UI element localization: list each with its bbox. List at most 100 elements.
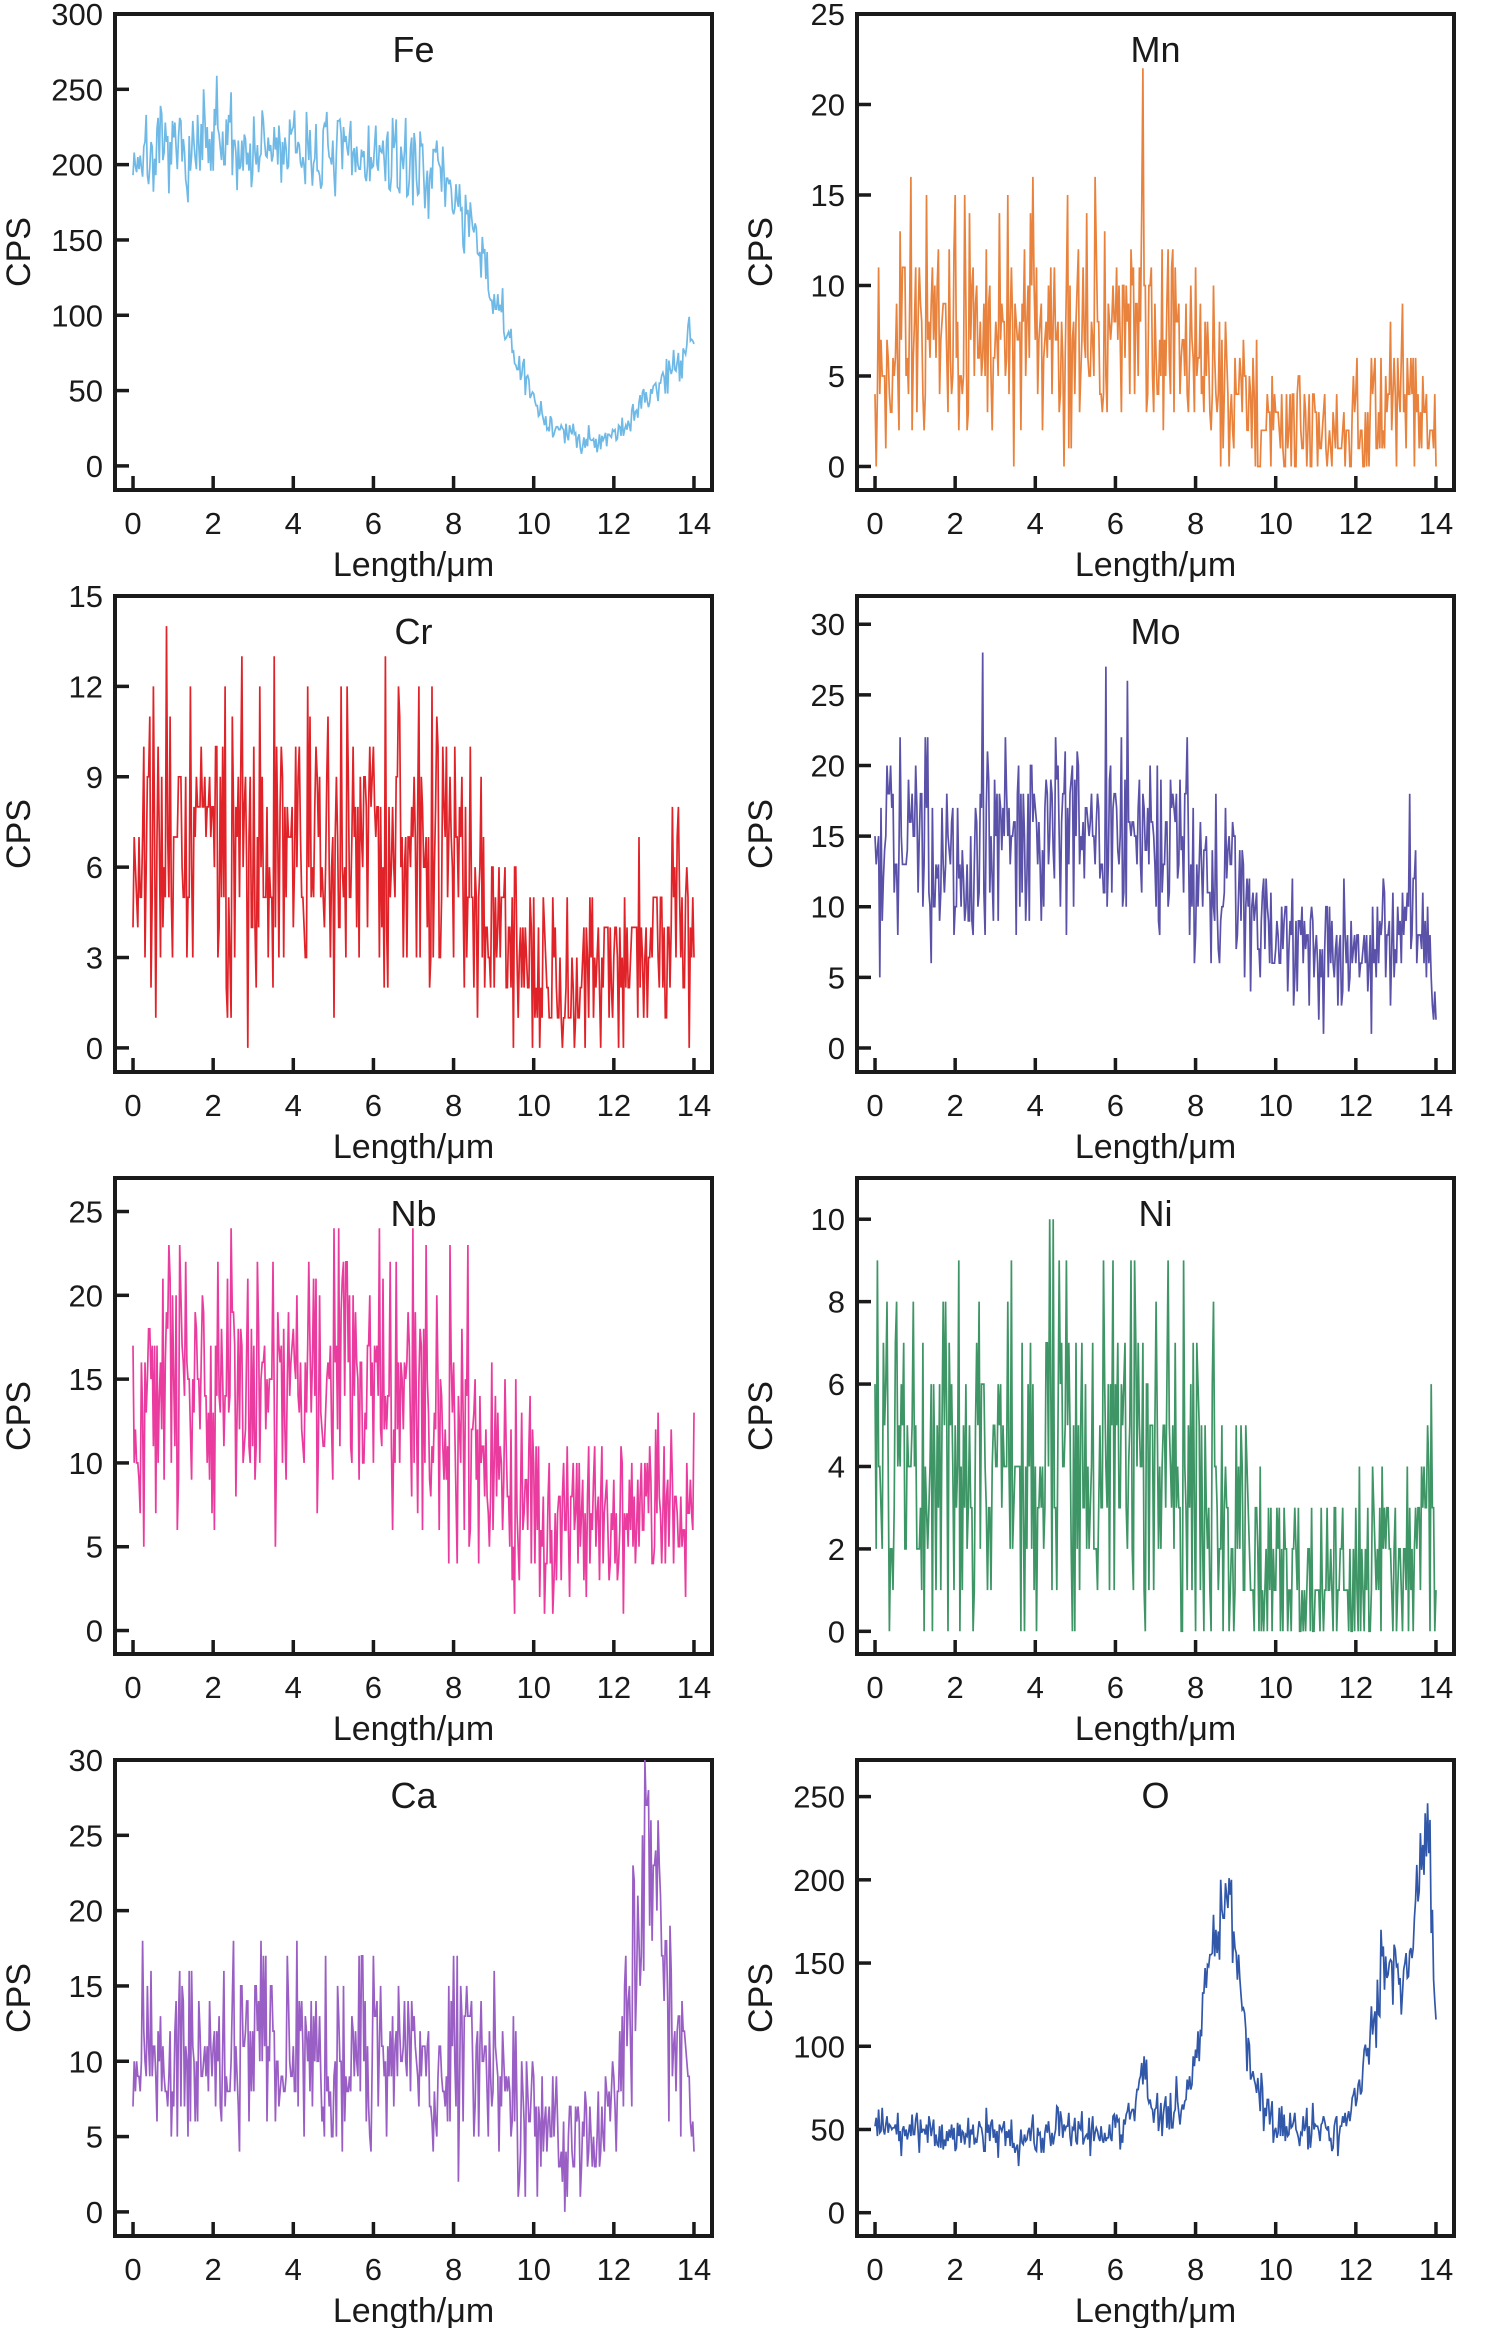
x-tick-label: 12 [1339,2252,1373,2287]
x-tick-label: 12 [597,506,631,541]
y-tick-label: 0 [828,1614,845,1649]
y-axis-label: CPS [0,799,38,869]
x-axis-label: Length/μm [333,546,494,582]
x-tick-label: 0 [124,2252,141,2287]
x-tick-label: 6 [1107,1088,1124,1123]
fe-series-line [132,75,695,454]
x-tick-label: 12 [597,1088,631,1123]
x-tick-label: 12 [1339,1088,1373,1123]
x-tick-label: 10 [516,506,550,541]
ni-series-line [874,1219,1437,1633]
plot-frame [855,1758,1456,2238]
x-tick-label: 8 [445,2252,462,2287]
x-tick-label: 8 [445,506,462,541]
y-tick-label: 3 [86,941,103,976]
chart-panel-ni: 0 2 4 6 8 10 0 2 4 6 8 10 12 14 CPS Length/μm Ni [742,1164,1484,1746]
x-axis-label: Length/μm [1075,2292,1236,2328]
cr-line-chart: 0 3 6 9 12 15 0 2 4 6 8 10 12 14 CPS Length/μm Cr [0,582,714,1164]
y-tick-label: 300 [51,0,103,32]
y-axis-label: CPS [742,1963,780,2033]
x-tick-label: 4 [1027,1088,1044,1123]
o-series-line [874,1803,1437,2167]
mn-series-line [874,68,1437,468]
x-tick-label: 10 [516,1670,550,1705]
x-tick-label: 6 [365,2252,382,2287]
y-axis-label: CPS [742,1381,780,1451]
x-tick-label: 14 [677,506,711,541]
ca-line-chart: 0 5 10 15 20 25 30 0 2 4 6 8 10 12 14 CPS Length/μm Ca [0,1746,714,2328]
y-axis-label: CPS [0,217,38,287]
y-axis-label: CPS [0,1381,38,1451]
x-tick-label: 2 [947,1670,964,1705]
y-tick-label: 150 [51,223,103,258]
y-tick-label: 30 [811,607,845,642]
plot-frame [855,12,1456,492]
x-tick-label: 8 [1187,1088,1204,1123]
plot-frame [113,12,714,492]
x-tick-label: 0 [866,2252,883,2287]
fe-line-chart: 0 50 100 150 200 250 300 0 2 4 6 8 10 12 14 CPS Length/μ… [0,0,714,582]
y-tick-label: 100 [793,2029,845,2064]
chart-title: Mo [1130,611,1180,652]
x-tick-label: 8 [1187,1670,1204,1705]
x-tick-label: 6 [1107,506,1124,541]
x-tick-label: 14 [1419,2252,1453,2287]
x-tick-label: 2 [205,2252,222,2287]
y-tick-label: 200 [51,148,103,183]
x-tick-label: 14 [677,1670,711,1705]
ca-series-line [132,1759,695,2212]
y-tick-label: 2 [828,1532,845,1567]
x-tick-label: 4 [1027,506,1044,541]
x-tick-label: 12 [597,2252,631,2287]
y-tick-label: 20 [811,87,845,122]
x-tick-label: 2 [205,1670,222,1705]
y-tick-label: 5 [86,2120,103,2155]
x-tick-label: 12 [1339,1670,1373,1705]
y-tick-label: 250 [51,72,103,107]
x-tick-label: 14 [677,2252,711,2287]
nb-line-chart: 0 5 10 15 20 25 0 2 4 6 8 10 12 14 CPS Length/μm Nb [0,1176,714,1746]
y-tick-label: 10 [811,1202,845,1237]
plot-frame [855,1176,1456,1656]
x-axis-label: Length/μm [1075,1710,1236,1746]
x-tick-label: 4 [285,1670,302,1705]
y-tick-label: 25 [69,1818,103,1853]
chart-title: Ni [1139,1193,1173,1234]
y-tick-label: 15 [69,1362,103,1397]
chart-panel-nb: 0 5 10 15 20 25 0 2 4 6 8 10 12 14 CPS Length/μm Nb [0,1164,742,1746]
x-axis-label: Length/μm [333,1710,494,1746]
y-tick-label: 0 [828,1031,845,1066]
y-tick-label: 15 [811,819,845,854]
y-tick-label: 0 [828,2196,845,2231]
cr-series-line [132,626,695,1048]
y-tick-label: 6 [828,1367,845,1402]
x-tick-label: 0 [124,506,141,541]
ni-line-chart: 0 2 4 6 8 10 0 2 4 6 8 10 12 14 CPS Length/μm Ni [742,1176,1456,1746]
plot-frame [113,1758,714,2238]
chart-panel-fe: 0 50 100 150 200 250 300 0 2 4 6 8 10 12 14 CPS Length/μ… [0,0,742,582]
chart-title: Mn [1130,29,1180,70]
x-tick-label: 14 [1419,506,1453,541]
x-tick-label: 14 [1419,1670,1453,1705]
y-tick-label: 30 [69,1746,103,1778]
y-tick-label: 12 [69,669,103,704]
y-tick-label: 4 [828,1449,845,1484]
x-axis-label: Length/μm [1075,1128,1236,1164]
y-tick-label: 8 [828,1285,845,1320]
x-tick-label: 6 [1107,2252,1124,2287]
x-tick-label: 4 [1027,2252,1044,2287]
x-tick-label: 4 [285,1088,302,1123]
chart-panel-mo: 0 5 10 15 20 25 30 0 2 4 6 8 10 12 14 CPS Length/μm Mo [742,582,1484,1164]
y-axis-label: CPS [742,217,780,287]
chart-title: Cr [395,611,433,652]
y-tick-label: 15 [69,1969,103,2004]
y-tick-label: 10 [69,1446,103,1481]
mo-series-line [874,652,1437,1034]
chart-title: Fe [392,29,434,70]
x-tick-label: 4 [285,506,302,541]
chart-title: Nb [390,1193,436,1234]
x-tick-label: 10 [1258,506,1292,541]
x-tick-label: 8 [1187,506,1204,541]
chart-panel-o: 0 50 100 150 200 250 0 2 4 6 8 10 12 14 CPS Length/μm O [742,1746,1484,2328]
x-tick-label: 2 [947,1088,964,1123]
